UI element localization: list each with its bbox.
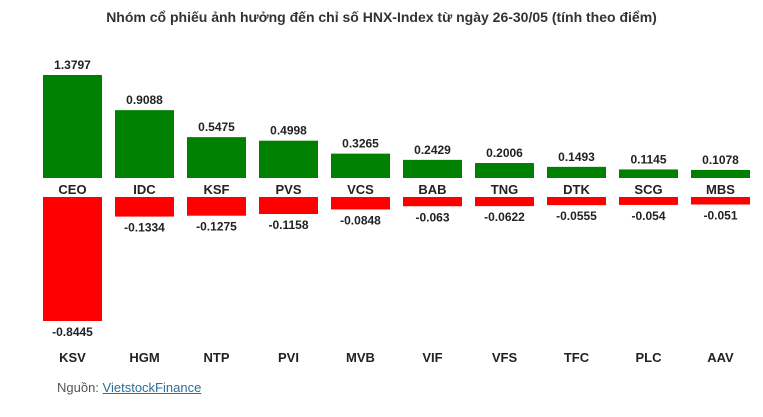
- bar-positive: [187, 137, 246, 178]
- category-label-negative: PVI: [278, 350, 299, 365]
- bar-negative: [43, 197, 102, 321]
- category-label-negative: VFS: [492, 350, 518, 365]
- bar-positive: [43, 75, 102, 178]
- bar-positive: [115, 110, 174, 178]
- data-label-positive: 0.2429: [414, 143, 451, 157]
- data-label-negative: -0.0848: [340, 213, 381, 227]
- data-label-positive: 0.4998: [270, 124, 307, 138]
- data-label-positive: 0.1078: [702, 153, 739, 167]
- category-label-positive: VCS: [347, 182, 374, 197]
- data-label-negative: -0.0555: [556, 209, 597, 223]
- chart-title: Nhóm cổ phiếu ảnh hưởng đến chỉ số HNX-I…: [106, 9, 657, 25]
- data-label-negative: -0.1158: [268, 218, 308, 232]
- category-label-positive: BAB: [418, 182, 446, 197]
- bar-positive: [691, 169, 750, 178]
- bar-negative: [331, 197, 390, 210]
- data-label-negative: -0.063: [415, 210, 449, 224]
- category-label-positive: IDC: [133, 182, 156, 197]
- source-note: Nguồn: VietstockFinance: [57, 380, 201, 395]
- data-label-negative: -0.051: [703, 208, 737, 222]
- data-label-negative: -0.054: [631, 209, 665, 223]
- source-link[interactable]: VietstockFinance: [102, 380, 202, 395]
- bar-positive: [403, 159, 462, 178]
- data-label-negative: -0.1334: [124, 221, 165, 235]
- data-label-negative: -0.0622: [484, 210, 525, 224]
- bar-negative: [403, 197, 462, 207]
- data-label-negative: -0.1275: [196, 220, 237, 234]
- bar-negative: [259, 197, 318, 215]
- data-label-positive: 0.3265: [342, 137, 379, 151]
- bar-negative: [475, 197, 534, 207]
- data-label-positive: 0.9088: [126, 93, 163, 107]
- category-label-negative: TFC: [564, 350, 590, 365]
- category-label-negative: KSV: [59, 350, 86, 365]
- category-label-negative: VIF: [422, 350, 442, 365]
- bar-positive: [475, 163, 534, 178]
- category-label-positive: TNG: [491, 182, 518, 197]
- data-label-positive: 1.3797: [54, 58, 91, 72]
- bar-negative: [619, 197, 678, 205]
- category-label-positive: SCG: [634, 182, 662, 197]
- category-label-negative: AAV: [707, 350, 734, 365]
- data-label-positive: 0.5475: [198, 120, 235, 134]
- bar-positive: [547, 166, 606, 178]
- category-label-positive: MBS: [706, 182, 735, 197]
- bar-negative: [691, 197, 750, 205]
- category-label-positive: DTK: [563, 182, 590, 197]
- bar-positive: [259, 140, 318, 178]
- category-label-positive: PVS: [275, 182, 301, 197]
- bar-positive: [331, 153, 390, 178]
- data-label-negative: -0.8445: [52, 325, 93, 339]
- category-label-positive: CEO: [58, 182, 86, 197]
- bar-negative: [187, 197, 246, 216]
- data-label-positive: 0.1493: [558, 150, 595, 164]
- category-label-negative: HGM: [129, 350, 159, 365]
- category-label-negative: PLC: [636, 350, 663, 365]
- source-label: Nguồn:: [57, 380, 99, 395]
- category-label-positive: KSF: [204, 182, 230, 197]
- bar-positive: [619, 169, 678, 178]
- data-label-positive: 0.2006: [486, 146, 523, 160]
- data-label-positive: 0.1145: [630, 152, 666, 166]
- category-label-negative: NTP: [204, 350, 230, 365]
- category-label-negative: MVB: [346, 350, 375, 365]
- bar-negative: [547, 197, 606, 206]
- bar-negative: [115, 197, 174, 217]
